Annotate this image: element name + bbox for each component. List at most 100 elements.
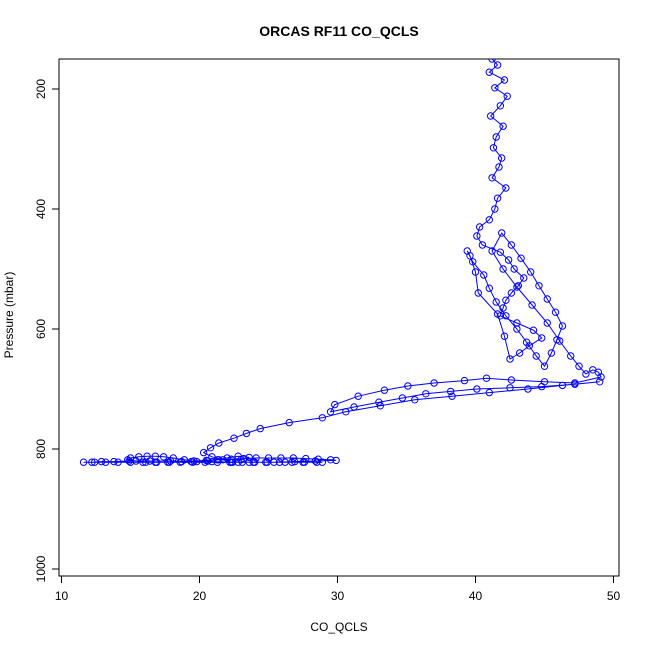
data-point xyxy=(460,376,469,385)
y-axis: 200 400 600 800 1000 xyxy=(34,79,59,582)
data-point xyxy=(551,308,560,316)
data-point xyxy=(582,370,590,378)
data-point xyxy=(411,396,419,404)
data-point xyxy=(251,458,259,466)
data-point xyxy=(475,223,484,231)
data-point xyxy=(79,458,88,466)
data-point xyxy=(289,454,298,462)
data-point xyxy=(495,163,503,171)
data-point xyxy=(318,414,327,422)
data-point xyxy=(520,274,528,282)
data-point xyxy=(528,301,536,309)
data-point xyxy=(543,295,551,303)
data-point xyxy=(504,256,513,264)
data-point xyxy=(558,322,567,330)
data-point xyxy=(342,408,350,416)
data-point xyxy=(446,387,455,396)
data-point xyxy=(326,456,335,464)
data-point xyxy=(514,282,522,290)
data-point xyxy=(488,247,496,255)
data-point xyxy=(507,289,516,297)
data-point xyxy=(513,325,521,333)
data-point xyxy=(159,453,168,461)
data-point xyxy=(97,457,106,466)
data-point xyxy=(311,457,320,465)
data-point xyxy=(471,268,480,276)
data-point xyxy=(493,310,502,318)
data-point xyxy=(567,352,575,360)
data-point xyxy=(141,458,150,466)
data-point xyxy=(502,184,510,192)
data-point xyxy=(350,403,358,411)
data-point xyxy=(331,400,339,409)
data-point xyxy=(430,379,438,387)
data-point xyxy=(485,68,493,76)
data-point xyxy=(491,205,499,213)
data-point xyxy=(151,458,160,466)
data-point xyxy=(376,402,384,410)
data-point xyxy=(485,388,493,397)
data-point xyxy=(448,392,456,400)
chart-title: ORCAS RF11 CO_QCLS xyxy=(259,23,418,39)
data-point xyxy=(507,376,516,384)
data-point xyxy=(164,458,172,466)
data-point xyxy=(208,457,216,466)
y-tick-label: 800 xyxy=(34,439,48,459)
data-point xyxy=(90,458,99,466)
data-point xyxy=(463,247,471,255)
data-point xyxy=(375,398,383,406)
data-point xyxy=(492,133,500,141)
data-point xyxy=(239,454,248,463)
data-point xyxy=(506,384,514,392)
data-point xyxy=(488,59,496,63)
data-point xyxy=(522,338,531,346)
data-point xyxy=(500,76,509,84)
data-point xyxy=(213,458,222,466)
data-point xyxy=(291,457,299,466)
x-tick-label: 40 xyxy=(469,589,483,603)
data-point xyxy=(506,355,514,363)
data-point xyxy=(422,390,430,398)
data-point xyxy=(486,112,495,120)
data-point xyxy=(529,326,538,334)
data-point xyxy=(555,337,564,345)
data-point xyxy=(485,216,493,224)
data-point xyxy=(202,456,211,465)
data-point xyxy=(199,448,208,457)
data-point xyxy=(101,458,110,466)
data-point xyxy=(517,254,525,262)
data-point xyxy=(596,378,604,386)
data-point xyxy=(190,457,198,465)
data-point xyxy=(532,352,540,360)
data-point xyxy=(510,265,518,273)
data-point xyxy=(230,434,238,442)
data-point xyxy=(558,381,567,390)
data-point xyxy=(110,457,118,466)
data-point xyxy=(299,458,307,466)
data-point xyxy=(234,458,242,466)
data-point xyxy=(125,457,133,465)
data-point xyxy=(208,453,216,461)
data-point xyxy=(201,458,209,466)
data-point xyxy=(498,229,506,237)
data-point xyxy=(571,380,579,388)
data-point xyxy=(493,194,502,202)
data-point xyxy=(245,458,253,466)
y-tick-label: 200 xyxy=(34,79,48,99)
data-point xyxy=(262,458,270,466)
data-point xyxy=(507,241,516,249)
data-point xyxy=(245,453,253,462)
y-axis-label: Pressure (mbar) xyxy=(2,272,16,359)
data-point xyxy=(146,457,154,465)
data-point xyxy=(499,122,507,130)
data-point xyxy=(354,392,362,400)
data-point xyxy=(275,458,284,466)
x-axis-label: CO_QCLS xyxy=(310,620,367,634)
data-point xyxy=(515,349,524,357)
x-tick-label: 30 xyxy=(331,589,345,603)
data-point xyxy=(491,84,499,92)
data-point xyxy=(485,284,493,292)
data-point xyxy=(527,268,535,276)
data-point xyxy=(575,362,583,370)
